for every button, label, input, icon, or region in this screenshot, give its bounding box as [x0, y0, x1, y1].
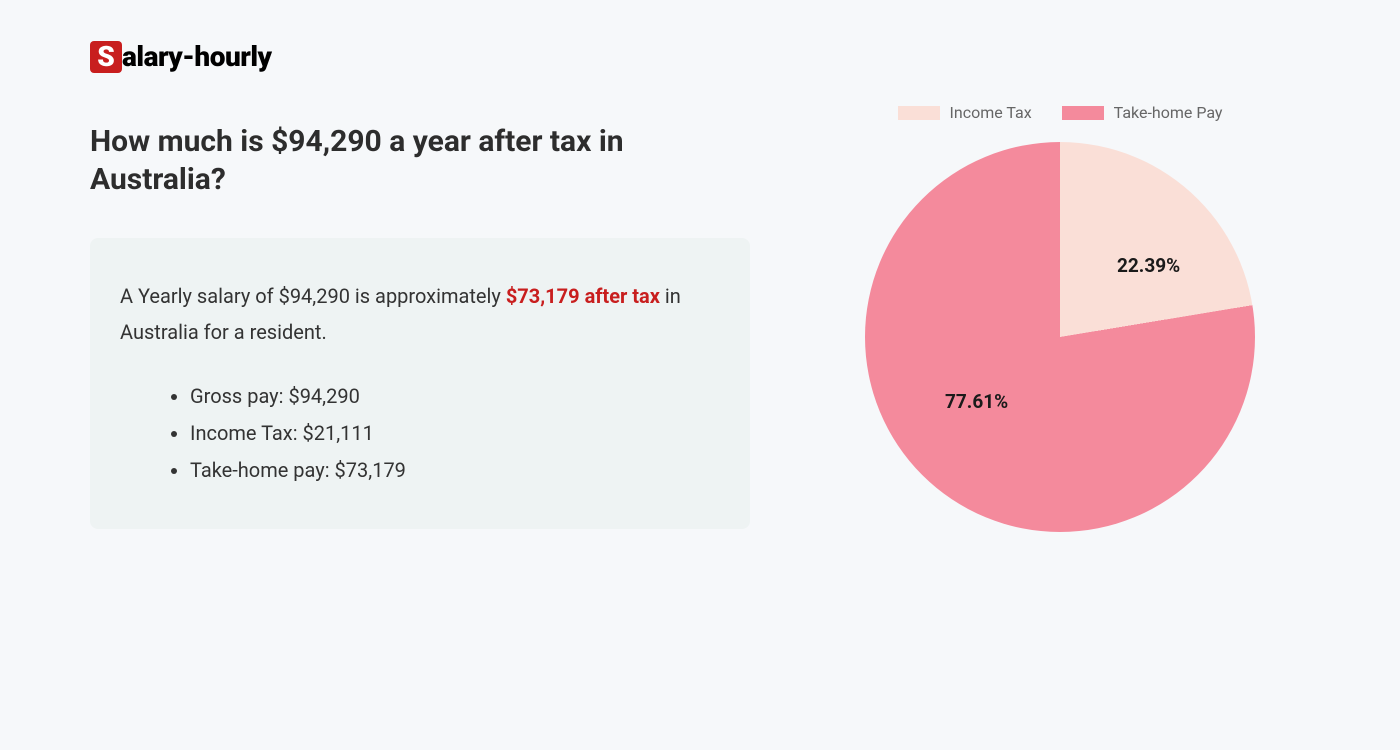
bullet-takehome: Take-home pay: $73,179	[190, 452, 720, 489]
legend-label-tax: Income Tax	[950, 103, 1032, 122]
chart-legend: Income Tax Take-home Pay	[860, 103, 1260, 122]
pie-label-tax: 22.39%	[1117, 254, 1180, 277]
bullet-tax: Income Tax: $21,111	[190, 415, 720, 452]
summary-box: A Yearly salary of $94,290 is approximat…	[90, 238, 750, 529]
legend-label-takehome: Take-home Pay	[1114, 103, 1223, 122]
logo-badge: S	[90, 41, 122, 73]
summary-text: A Yearly salary of $94,290 is approximat…	[120, 278, 720, 350]
summary-highlight: $73,179 after tax	[506, 284, 660, 308]
summary-pre: A Yearly salary of $94,290 is approximat…	[120, 284, 506, 308]
pie-graphic	[865, 142, 1255, 532]
logo-text: alary-hourly	[122, 40, 272, 73]
page-title: How much is $94,290 a year after tax in …	[90, 123, 750, 198]
bullet-gross: Gross pay: $94,290	[190, 378, 720, 415]
summary-bullets: Gross pay: $94,290 Income Tax: $21,111 T…	[120, 378, 720, 489]
legend-swatch-takehome	[1062, 106, 1104, 120]
legend-item-takehome: Take-home Pay	[1062, 103, 1223, 122]
site-logo: Salary-hourly	[90, 40, 1310, 73]
pie-label-takehome: 77.61%	[945, 390, 1008, 413]
legend-swatch-tax	[898, 106, 940, 120]
legend-item-tax: Income Tax	[898, 103, 1032, 122]
pie-chart: 22.39% 77.61%	[865, 142, 1255, 532]
